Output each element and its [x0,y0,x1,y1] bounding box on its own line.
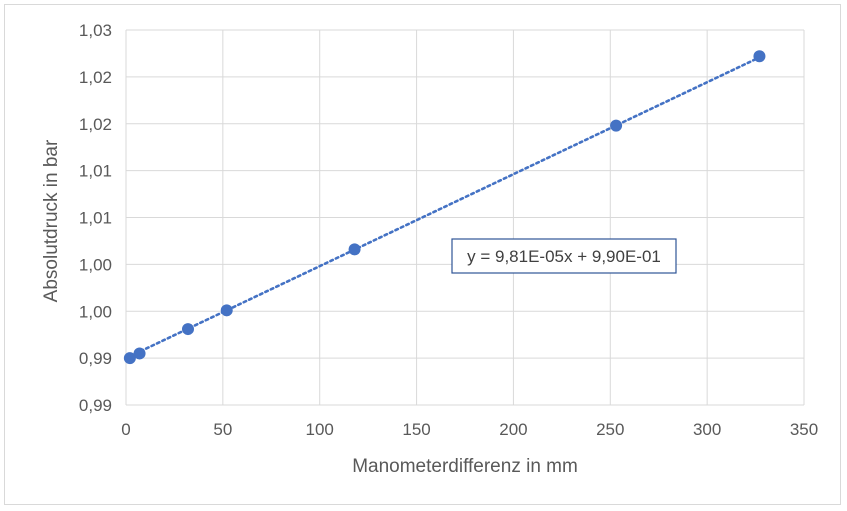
y-tick-label: 0,99 [79,396,112,415]
x-tick-label: 200 [499,420,527,439]
data-point [133,347,146,360]
x-tick-label: 50 [213,420,232,439]
data-point [753,50,766,63]
scatter-chart: 0 50 100 150 200 250 300 350 0,99 0,99 1,00 1,00 1,… [41,21,818,477]
x-tick-label: 250 [596,420,624,439]
data-points [123,50,766,365]
trendline-group [128,56,761,358]
y-tick-label: 1,02 [79,68,112,87]
equation-label-group: y = 9,81E-05x + 9,90E-01 [451,238,677,274]
data-point [123,352,136,365]
gridlines [125,29,805,406]
x-axis-ticks: 0 50 100 150 200 250 300 350 [121,420,818,439]
x-axis-title: Manometerdifferenz in mm [352,456,578,477]
y-tick-label: 0,99 [79,349,112,368]
y-tick-label: 1,00 [79,255,112,274]
x-tick-label: 100 [306,420,334,439]
y-tick-label: 1,01 [79,209,112,228]
data-point [181,323,194,336]
chart-area: 0 50 100 150 200 250 300 350 0,99 0,99 1,00 1,00 1,… [4,4,841,505]
y-tick-label: 1,00 [79,302,112,321]
x-tick-label: 150 [402,420,430,439]
y-tick-label: 1,02 [79,115,112,134]
x-tick-label: 0 [121,420,130,439]
x-tick-label: 350 [790,420,818,439]
trendline-equation: y = 9,81E-05x + 9,90E-01 [467,247,661,266]
trendline [128,56,761,358]
y-tick-label: 1,03 [79,21,112,40]
y-tick-label: 1,01 [79,162,112,181]
x-tick-label: 300 [693,420,721,439]
y-axis-title: Absolutdruck in bar [41,139,62,302]
trendline-equation-box [451,238,677,274]
data-point [220,304,233,317]
data-point [610,119,623,132]
data-point [348,243,361,256]
y-axis-ticks: 0,99 0,99 1,00 1,00 1,01 1,01 1,02 1,02 1,03 [79,21,112,415]
